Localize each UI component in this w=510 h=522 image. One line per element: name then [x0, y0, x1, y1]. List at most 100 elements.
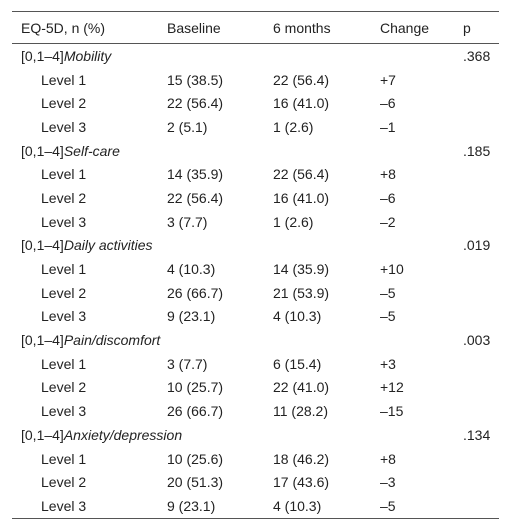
level-label: Level 2: [41, 474, 87, 491]
level-label: Level 2: [41, 379, 87, 396]
column-header-6-months: 6 months: [273, 11, 380, 44]
section-p-value: .134: [463, 426, 491, 443]
p-cell: [463, 115, 499, 139]
section-label: [0,1–4]Anxiety/depression: [12, 423, 463, 447]
level-label: Level 3: [41, 213, 87, 230]
section-label: [0,1–4]Pain/discomfort: [12, 328, 463, 352]
change-cell: +10: [380, 261, 404, 278]
change-cell: –5: [380, 494, 463, 519]
p-cell: [463, 68, 499, 92]
change-cell: –5: [380, 284, 396, 301]
section-row: [0,1–4]Daily activities .019: [12, 234, 499, 258]
section-row: [0,1–4]Mobility .368: [12, 44, 499, 68]
table-row: Level 2 22 (56.4) 16 (41.0) –6: [12, 186, 499, 210]
section-row: [0,1–4]Pain/discomfort .003: [12, 328, 499, 352]
change-cell: –1: [380, 118, 396, 135]
table-row: Level 1 15 (38.5) 22 (56.4) +7: [12, 68, 499, 92]
section-p-value: .368: [463, 47, 491, 64]
section-row: [0,1–4]Self-care .185: [12, 139, 499, 163]
table-row: Level 2 26 (66.7) 21 (53.9) –5: [12, 281, 499, 305]
p-cell: [463, 470, 499, 494]
table-row: Level 1 10 (25.6) 18 (46.2) +8: [12, 447, 499, 471]
change-cell: +12: [380, 379, 404, 396]
six-months-cell: 6 (15.4): [273, 355, 322, 372]
section-label: [0,1–4]Self-care: [12, 139, 463, 163]
section-name: Mobility: [63, 47, 112, 64]
column-header-eq5d: EQ-5D, n (%): [12, 11, 167, 44]
change-cell: –6: [380, 95, 396, 112]
baseline-cell: 3 (7.7): [167, 213, 208, 230]
six-months-cell: 18 (46.2): [273, 450, 330, 467]
p-cell: [463, 281, 499, 305]
baseline-cell: 20 (51.3): [167, 474, 224, 491]
baseline-cell: 10 (25.7): [167, 379, 224, 396]
section-prefix: [0,1–4]: [21, 426, 64, 443]
six-months-cell: 16 (41.0): [273, 189, 330, 206]
eq5d-table: EQ-5D, n (%) Baseline 6 months Change p …: [12, 11, 499, 519]
p-cell: [463, 494, 499, 519]
section-p-value: .003: [463, 332, 491, 349]
p-cell: [463, 305, 499, 329]
level-label: Level 2: [41, 189, 87, 206]
baseline-cell: 22 (56.4): [167, 189, 224, 206]
column-header-baseline: Baseline: [167, 11, 273, 44]
level-label: Level 1: [41, 450, 87, 467]
baseline-cell: 4 (10.3): [167, 261, 216, 278]
change-cell: +8: [380, 166, 396, 183]
baseline-cell: 9 (23.1): [167, 494, 273, 519]
baseline-cell: 2 (5.1): [167, 118, 208, 135]
table-row: Level 1 4 (10.3) 14 (35.9) +10: [12, 257, 499, 281]
baseline-cell: 14 (35.9): [167, 166, 224, 183]
section-label: [0,1–4]Mobility: [12, 44, 463, 68]
level-label: Level 3: [12, 494, 167, 519]
six-months-cell: 4 (10.3): [273, 308, 322, 325]
section-name: Anxiety/depression: [63, 426, 183, 443]
table-row: Level 3 2 (5.1) 1 (2.6) –1: [12, 115, 499, 139]
p-cell: [463, 376, 499, 400]
baseline-cell: 22 (56.4): [167, 95, 224, 112]
table-row: Level 2 20 (51.3) 17 (43.6) –3: [12, 470, 499, 494]
baseline-cell: 9 (23.1): [167, 308, 216, 325]
column-header-change: Change: [380, 11, 463, 44]
six-months-cell: 22 (56.4): [273, 166, 330, 183]
table-row: Level 2 22 (56.4) 16 (41.0) –6: [12, 91, 499, 115]
p-cell: [463, 91, 499, 115]
change-cell: +3: [380, 355, 396, 372]
section-row: [0,1–4]Anxiety/depression .134: [12, 423, 499, 447]
six-months-cell: 16 (41.0): [273, 95, 330, 112]
level-label: Level 1: [41, 355, 87, 372]
section-p-value: .185: [463, 142, 491, 159]
column-header-p: p: [463, 11, 499, 44]
table-row: Level 1 14 (35.9) 22 (56.4) +8: [12, 162, 499, 186]
six-months-cell: 21 (53.9): [273, 284, 330, 301]
baseline-cell: 26 (66.7): [167, 403, 224, 420]
six-months-cell: 4 (10.3): [273, 494, 380, 519]
six-months-cell: 22 (41.0): [273, 379, 330, 396]
table-row: Level 3 3 (7.7) 1 (2.6) –2: [12, 210, 499, 234]
six-months-cell: 11 (28.2): [273, 403, 328, 420]
six-months-cell: 22 (56.4): [273, 71, 330, 88]
six-months-cell: 1 (2.6): [273, 118, 314, 135]
level-label: Level 1: [41, 166, 87, 183]
level-label: Level 1: [41, 261, 87, 278]
baseline-cell: 15 (38.5): [167, 71, 224, 88]
level-label: Level 2: [41, 95, 87, 112]
p-cell: [463, 399, 499, 423]
p-cell: [463, 352, 499, 376]
section-name: Daily activities: [63, 237, 153, 254]
six-months-cell: 1 (2.6): [273, 213, 314, 230]
section-prefix: [0,1–4]: [21, 142, 64, 159]
section-label: [0,1–4]Daily activities: [12, 234, 463, 258]
baseline-cell: 3 (7.7): [167, 355, 208, 372]
table-row: Level 2 10 (25.7) 22 (41.0) +12: [12, 376, 499, 400]
table-row: Level 1 3 (7.7) 6 (15.4) +3: [12, 352, 499, 376]
header-row: EQ-5D, n (%) Baseline 6 months Change p: [12, 11, 499, 44]
table-row: Level 3 26 (66.7) 11 (28.2) –15: [12, 399, 499, 423]
level-label: Level 2: [41, 284, 87, 301]
section-name: Self-care: [63, 142, 120, 159]
table-body: [0,1–4]Mobility .368 Level 1 15 (38.5) 22 (5…: [12, 44, 499, 519]
change-cell: –15: [380, 403, 404, 420]
